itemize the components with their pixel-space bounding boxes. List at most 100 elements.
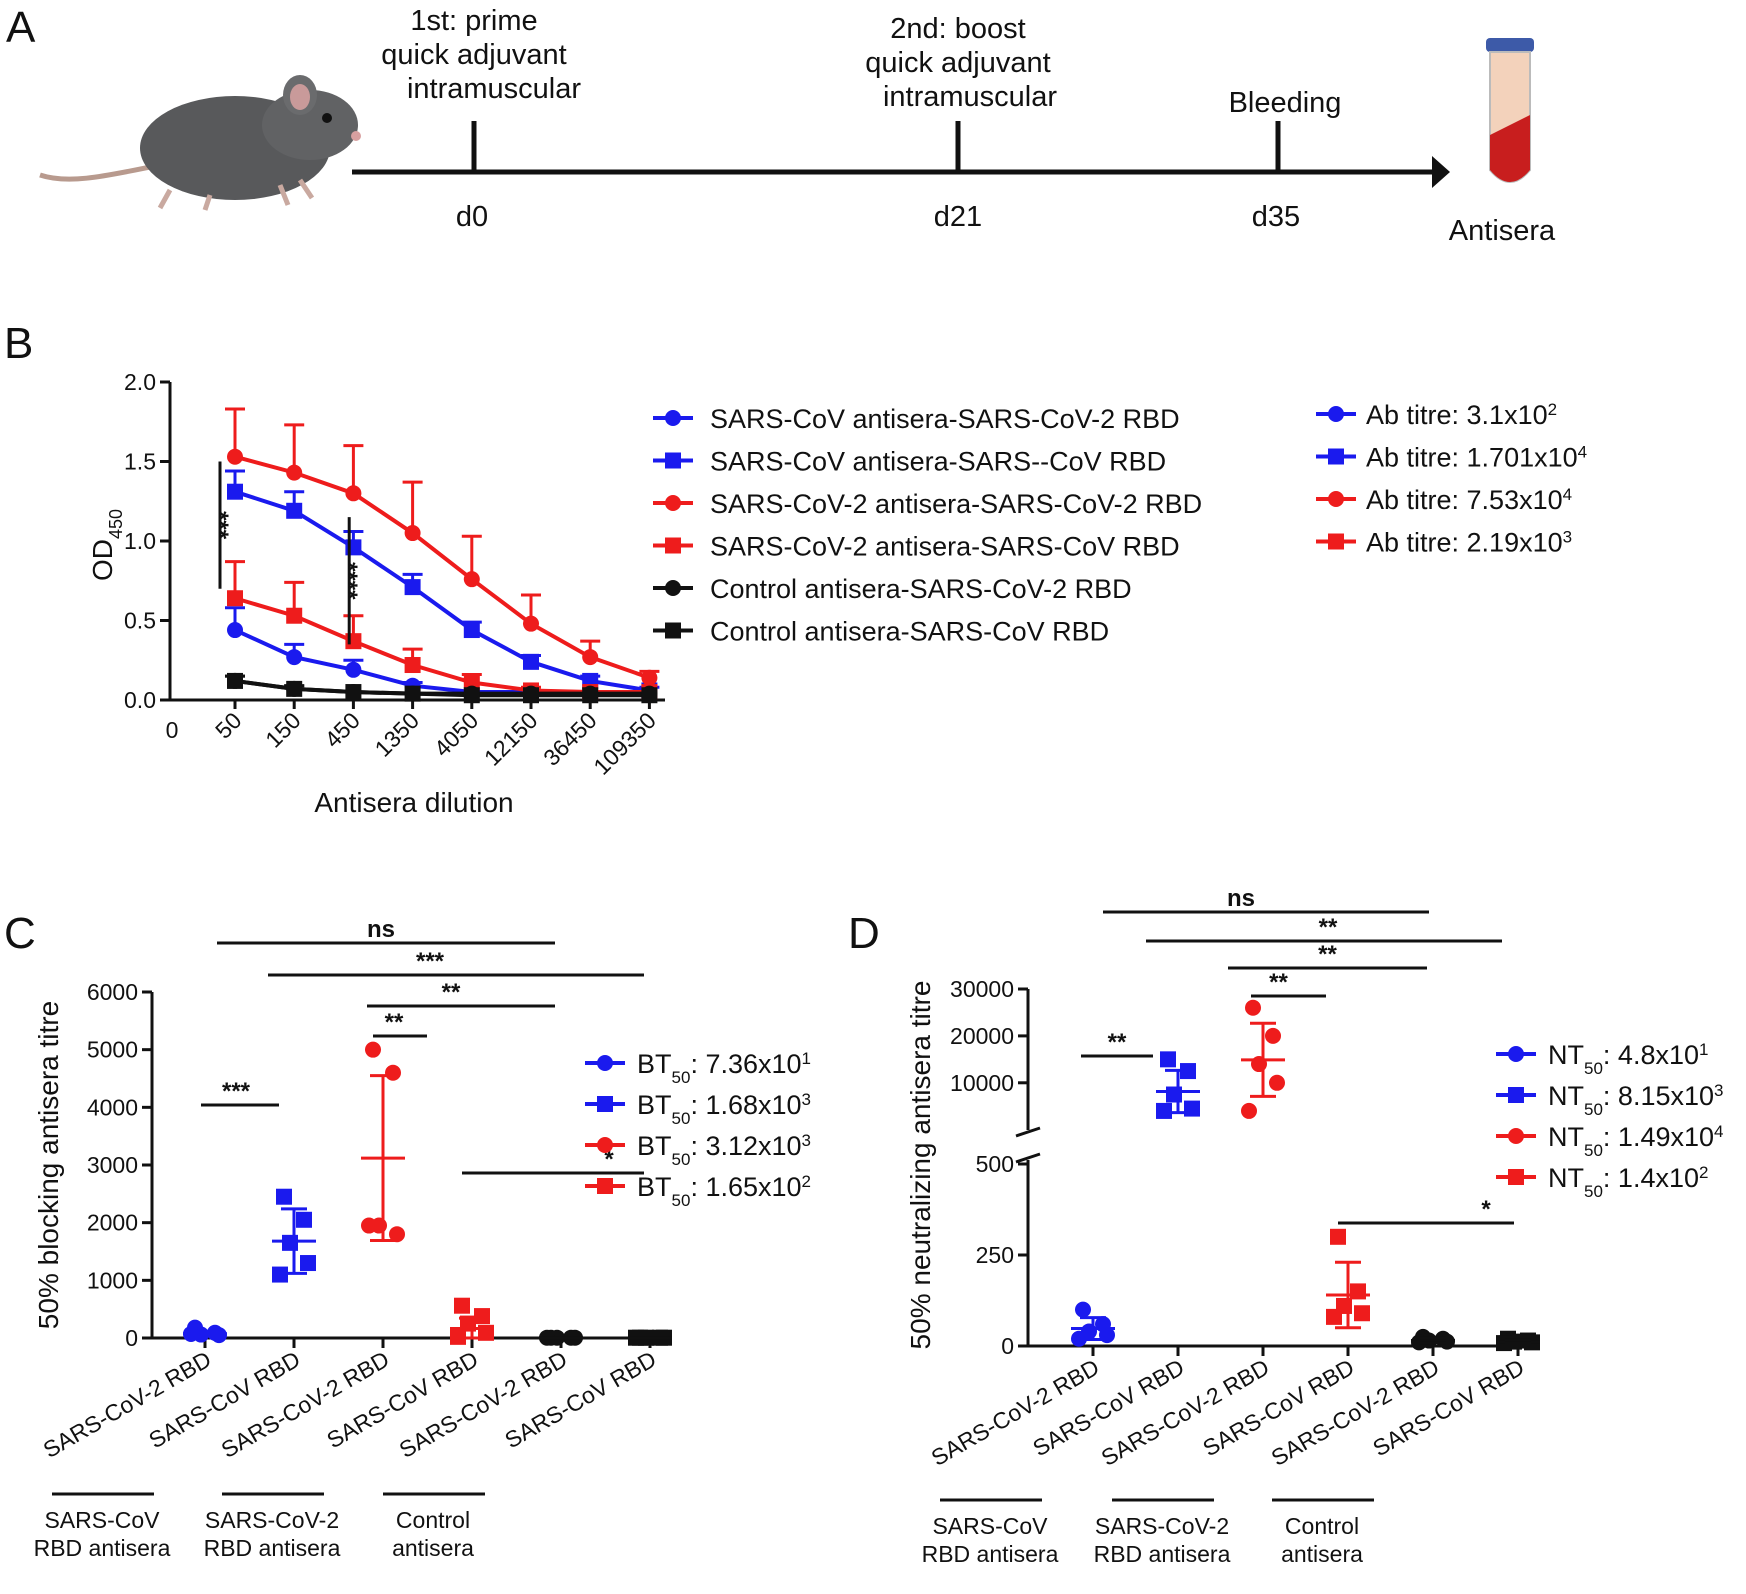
d-group-label-line-2: antisera — [1281, 1541, 1363, 1567]
d-legend-label-main: NT — [1548, 1163, 1584, 1193]
c-legend-label-sub: 50 — [672, 1150, 691, 1169]
d-legend-label-sup: 4 — [1714, 1122, 1723, 1141]
c-comparison-label: *** — [222, 1078, 251, 1105]
b-x-tick-label: 450 — [319, 707, 365, 753]
d-x-tick-label: SARS-CoV RBD — [1368, 1354, 1528, 1462]
d-legend-marker — [1508, 1046, 1524, 1062]
d-comparison-label: ** — [1318, 941, 1337, 968]
c-legend-label-sup: 3 — [802, 1090, 811, 1109]
c-data-point — [361, 1217, 377, 1234]
b-data-point — [227, 622, 243, 639]
c-y-tick-label: 2000 — [87, 1210, 138, 1236]
b-titre-legend-marker — [1328, 533, 1344, 550]
antisera-tube-icon — [1486, 38, 1534, 183]
b-y-tick-label: 0.0 — [124, 687, 156, 713]
b-titre-legend-label: Ab titre: 3.1x102 — [1366, 400, 1557, 431]
d-data-point — [1245, 999, 1261, 1016]
b-significance-label: **** — [335, 562, 362, 600]
c-legend-label: BT50: 7.36x101 — [637, 1049, 811, 1087]
d-axis-break-mark — [1015, 1152, 1041, 1164]
b-data-point — [463, 622, 480, 639]
c-data-point — [365, 1041, 381, 1058]
b-x-tick-label: 12150 — [479, 707, 543, 771]
c-group-label-line-2: RBD antisera — [34, 1535, 171, 1561]
d-data-point — [1350, 1283, 1366, 1300]
d-legend-label-sub: 50 — [1584, 1100, 1603, 1119]
c-group-label-line-2: RBD antisera — [204, 1535, 341, 1561]
b-data-point — [286, 680, 303, 697]
c-group-label-line-2: antisera — [392, 1535, 474, 1561]
d-legend-label: NT50: 8.15x103 — [1548, 1081, 1723, 1119]
d-group-label-line-2: RBD antisera — [922, 1541, 1059, 1567]
d-y-tick-label: 10000 — [950, 1070, 1014, 1096]
c-comparison-label: * — [604, 1146, 614, 1173]
d-comparison-label: ** — [1319, 914, 1338, 941]
event-1-line-1: 1st: prime — [410, 5, 537, 37]
b-titre-legend-marker — [1328, 491, 1344, 507]
c-legend-marker — [597, 1096, 613, 1112]
b-data-point — [227, 590, 243, 607]
c-legend-label-sup: 1 — [802, 1049, 811, 1068]
b-data-point — [523, 687, 539, 704]
d-group-5 — [1496, 1330, 1540, 1352]
d-legend-label-val: : 1.49x10 — [1603, 1122, 1714, 1152]
c-group-label-line-1: SARS-CoV — [44, 1507, 160, 1533]
c-group-5 — [628, 1329, 672, 1346]
b-y-tick-label: 1.0 — [124, 528, 156, 554]
b-legend-marker — [665, 622, 681, 639]
b-legend-label: SARS-CoV-2 antisera-SARS-CoV-2 RBD — [710, 489, 1202, 519]
d-legend-label-sub: 50 — [1584, 1059, 1603, 1078]
b-titre-legend-label-main: Ab titre: 7.53x10 — [1366, 485, 1563, 515]
d-data-point — [1166, 1086, 1182, 1103]
b-legend-marker — [665, 537, 681, 554]
b-titre-legend-label-sup: 2 — [1548, 400, 1557, 419]
b-series-line — [234, 678, 650, 698]
mouse-nose — [351, 131, 361, 141]
mouse-eye — [322, 113, 332, 123]
d-comparison-label: ns — [1227, 885, 1255, 912]
event-2-line-1: 2nd: boost — [890, 13, 1025, 45]
c-legend-label-sub: 50 — [672, 1191, 691, 1210]
d-legend-marker — [1508, 1128, 1524, 1144]
c-data-point — [276, 1188, 292, 1205]
b-titre-legend-label-sup: 3 — [1563, 527, 1572, 546]
antisera-label: Antisera — [1449, 215, 1556, 247]
c-y-tick-label: 0 — [125, 1325, 138, 1351]
d-group-1 — [1156, 1051, 1200, 1119]
c-comparison-label: ns — [367, 916, 395, 943]
event-2-line-3: intramuscular — [883, 81, 1057, 113]
d-data-point — [1156, 1102, 1172, 1119]
d-comparison-label: * — [1481, 1196, 1491, 1223]
b-titre-legend-marker — [1328, 448, 1344, 465]
b-data-point — [463, 674, 480, 691]
c-y-tick-label: 3000 — [87, 1152, 138, 1178]
d-group-2 — [1241, 999, 1285, 1119]
d-legend-label-sup: 3 — [1714, 1081, 1723, 1100]
d-legend-label-main: NT — [1548, 1081, 1584, 1111]
b-titre-legend-label: Ab titre: 2.19x103 — [1366, 527, 1572, 558]
d-y-tick-label: 30000 — [950, 976, 1014, 1002]
c-y-tick-label: 6000 — [87, 979, 138, 1005]
b-series-line — [234, 454, 651, 680]
c-data-point — [389, 1226, 405, 1243]
b-data-point — [404, 579, 421, 596]
b-data-point — [582, 687, 599, 704]
b-legend-marker — [665, 580, 681, 596]
event-2-line-2: quick adjuvant — [865, 47, 1050, 79]
b-titre-legend-label-sup: 4 — [1563, 485, 1572, 504]
c-data-point — [474, 1308, 490, 1325]
d-data-point — [1241, 1102, 1257, 1119]
d-legend-label-val: : 8.15x10 — [1603, 1081, 1714, 1111]
b-titre-legend-label-main: Ab titre: 2.19x10 — [1366, 528, 1563, 558]
d-legend-label-sup: 1 — [1699, 1040, 1708, 1059]
c-y-tick-label: 5000 — [87, 1037, 138, 1063]
d-data-point — [1160, 1051, 1176, 1068]
b-x-tick-label: 4050 — [429, 707, 484, 762]
b-titre-legend-label-main: Ab titre: 1.701x10 — [1366, 443, 1578, 473]
mouse-ear-inner — [290, 84, 310, 110]
b-data-point — [463, 571, 480, 588]
event-3-day: d35 — [1252, 201, 1300, 233]
d-axis-break-gap — [1018, 1130, 1040, 1160]
